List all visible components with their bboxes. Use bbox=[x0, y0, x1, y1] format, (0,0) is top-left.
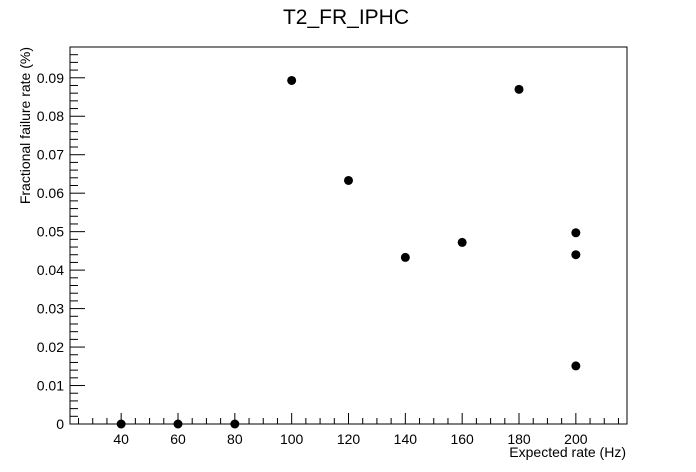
x-tick-label: 80 bbox=[227, 431, 243, 447]
data-point bbox=[457, 237, 467, 247]
data-points bbox=[116, 75, 581, 429]
data-point bbox=[116, 419, 126, 429]
x-tick-label: 200 bbox=[564, 431, 588, 447]
y-tick-label: 0.04 bbox=[37, 262, 64, 278]
data-point bbox=[173, 419, 183, 429]
chart-title: T2_FR_IPHC bbox=[283, 6, 409, 29]
y-tick-label: 0.05 bbox=[37, 224, 64, 240]
x-axis-label: Expected rate (Hz) bbox=[509, 444, 626, 460]
data-point bbox=[287, 75, 297, 85]
y-axis-label: Fractional failure rate (%) bbox=[17, 47, 33, 204]
y-tick-label: 0.08 bbox=[37, 108, 64, 124]
data-point bbox=[571, 250, 581, 260]
x-tick-label: 40 bbox=[113, 431, 129, 447]
y-tick-label: 0.09 bbox=[37, 70, 64, 86]
y-axis: 0 0.01 0.02 0.03 0.04 0.05 0.06 0.07 0.08 0.09 bbox=[37, 46, 85, 432]
y-tick-label: 0 bbox=[56, 416, 64, 432]
data-point bbox=[571, 361, 581, 371]
x-tick-label: 100 bbox=[280, 431, 304, 447]
x-tick-label: 60 bbox=[170, 431, 186, 447]
y-tick-label: 0.03 bbox=[37, 301, 64, 317]
data-point bbox=[344, 175, 353, 185]
y-tick-label: 0.06 bbox=[37, 185, 64, 201]
y-tick-label: 0.01 bbox=[37, 378, 64, 394]
data-point bbox=[514, 84, 524, 94]
x-tick-label: 160 bbox=[450, 431, 474, 447]
y-tick-label: 0.07 bbox=[37, 147, 64, 163]
x-tick-label: 140 bbox=[394, 431, 418, 447]
x-tick-label: 180 bbox=[507, 431, 531, 447]
data-point bbox=[571, 228, 581, 238]
data-point bbox=[400, 252, 410, 262]
data-point bbox=[230, 419, 240, 429]
y-tick-label: 0.02 bbox=[37, 339, 64, 355]
x-tick-label: 120 bbox=[337, 431, 361, 447]
